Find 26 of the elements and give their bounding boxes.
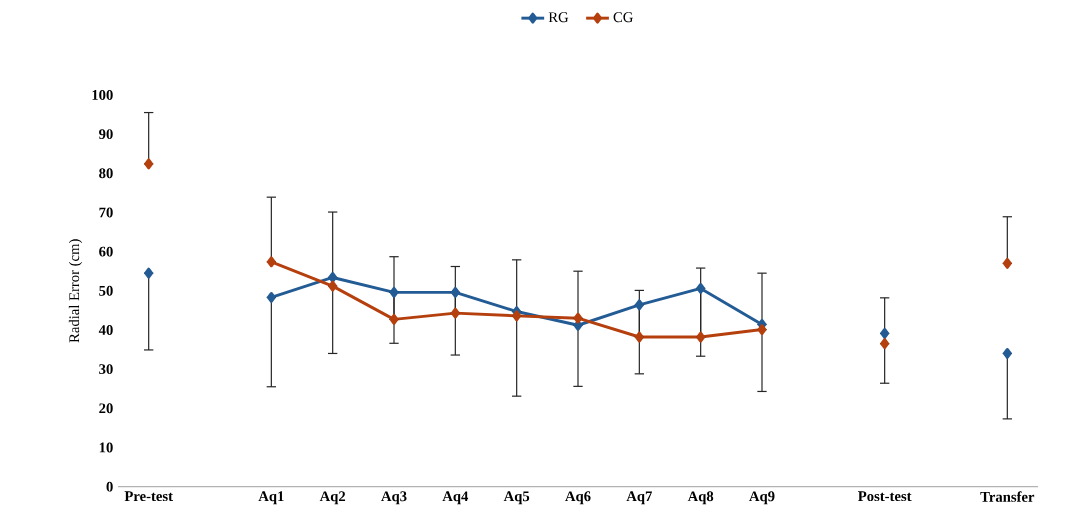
x-tick-label: Pre-test [124, 491, 173, 502]
x-tick-label: Aq1 [258, 491, 284, 505]
y-tick-label: 60 [99, 246, 113, 257]
x-tick-label: Aq5 [503, 491, 530, 505]
y-tick-label: 90 [99, 129, 113, 140]
x-tick-label: Aq9 [749, 491, 775, 505]
x-tick-label: Aq7 [626, 491, 652, 505]
x-tick-label: Post-test [858, 491, 912, 502]
x-tick-label: Aq6 [565, 491, 591, 505]
y-tick-label: 80 [99, 168, 113, 179]
y-tick-label: 30 [99, 364, 113, 375]
x-tick-label: Transfer [980, 491, 1035, 502]
y-tick-label: 20 [99, 403, 113, 414]
y-tick-label: 70 [99, 207, 113, 218]
legend-label: CG [613, 12, 633, 23]
x-tick-label: Aq8 [687, 491, 714, 505]
y-tick-label: 100 [92, 89, 113, 100]
x-tick-label: Aq4 [442, 491, 469, 505]
y-tick-label: 40 [98, 325, 113, 335]
y-tick-label: 10 [99, 442, 113, 453]
y-tick-label: 50 [99, 285, 113, 296]
x-tick-label: Aq3 [381, 491, 407, 505]
x-tick-label: Aq2 [319, 491, 346, 505]
y-axis-title: Radial Error (cm) [68, 239, 83, 343]
legend-label: RG [548, 12, 569, 23]
y-tick-label: 0 [106, 481, 113, 492]
